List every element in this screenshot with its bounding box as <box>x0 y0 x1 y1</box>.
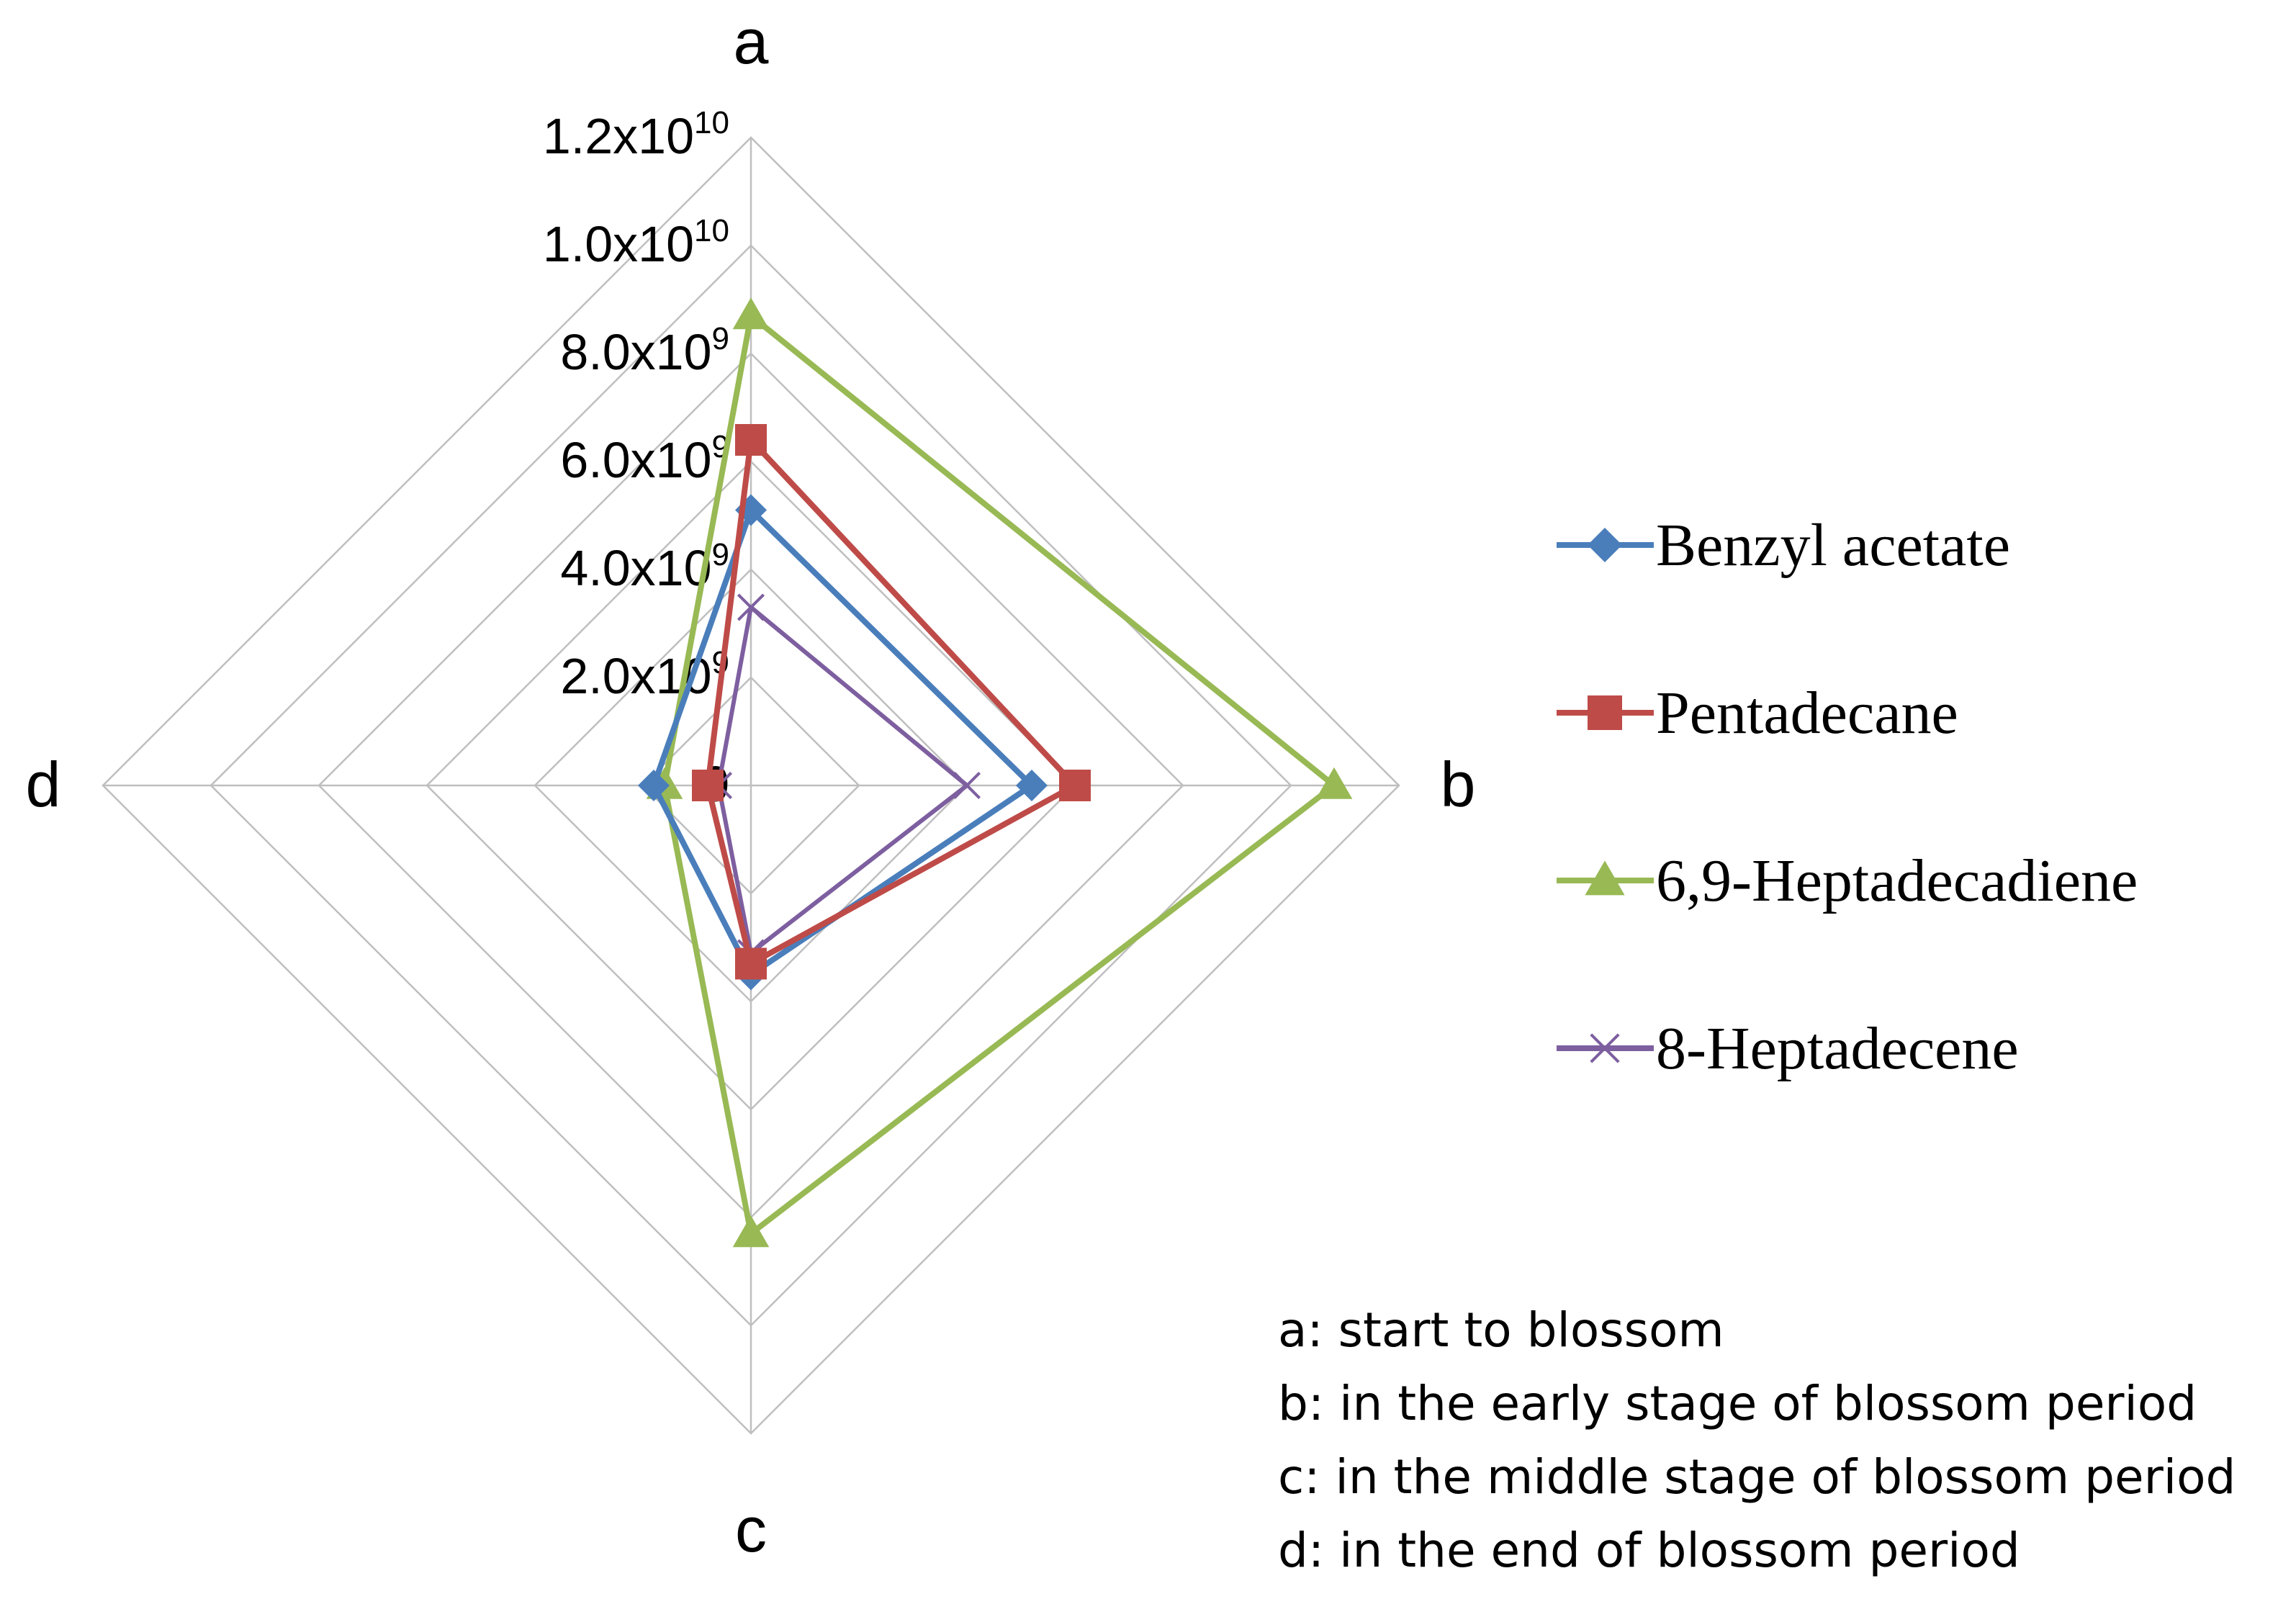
category-note: a: start to blossom <box>1278 1302 1724 1358</box>
legend-label: 6,9-Heptadecadiene <box>1656 847 2138 914</box>
category-note: b: in the early stage of blossom period <box>1278 1376 2197 1431</box>
data-point-b <box>1016 770 1048 801</box>
category-note: d: in the end of blossom period <box>1278 1523 2020 1578</box>
data-point-a <box>732 297 770 330</box>
tick-label: 6.0x109 <box>560 429 729 488</box>
category-notes: a: start to blossom b: in the early stage… <box>1278 1302 2236 1578</box>
category-label-c: c <box>735 1494 767 1565</box>
series-line <box>716 605 969 955</box>
tick-label: 8.0x109 <box>560 321 729 380</box>
legend-item: 8-Heptadecene <box>1557 1015 2019 1082</box>
legend-label: 8-Heptadecene <box>1656 1015 2019 1082</box>
data-point-d <box>692 770 724 801</box>
data-point-c <box>732 1215 770 1248</box>
tick-label: 4.0x109 <box>560 537 729 596</box>
category-label-b: b <box>1441 749 1476 820</box>
legend: Benzyl acetate Pentadecane 6,9-Heptadecadi… <box>1557 512 2138 1082</box>
data-point-d <box>638 770 670 801</box>
category-label-a: a <box>734 6 769 77</box>
data-point-b <box>1059 770 1091 801</box>
legend-marker <box>1585 860 1625 896</box>
series-plot-area <box>638 297 1353 1248</box>
legend-marker <box>1588 528 1622 562</box>
tick-label: 2.0x109 <box>560 645 729 704</box>
legend-item: Benzyl acetate <box>1557 512 2010 579</box>
data-point-a <box>737 593 765 621</box>
tick-label: 1.0x1010 <box>543 213 729 272</box>
data-point-b <box>1315 767 1353 799</box>
legend-label: Benzyl acetate <box>1656 512 2010 579</box>
category-labels: a b c d <box>26 6 1476 1565</box>
tick-label: 1.2x1010 <box>543 105 729 164</box>
radial-tick-labels: 02.0x1094.0x1096.0x1098.0x1091.0x10101.2… <box>543 105 729 812</box>
legend-label: Pentadecane <box>1656 680 1958 747</box>
data-point-c <box>735 947 767 980</box>
data-point-b <box>953 771 981 800</box>
series-pentadecane <box>692 424 1091 980</box>
category-note: c: in the middle stage of blossom period <box>1278 1449 2236 1505</box>
category-label-d: d <box>26 749 61 820</box>
legend-item: Pentadecane <box>1557 680 1958 747</box>
legend-marker <box>1590 1033 1620 1063</box>
legend-marker <box>1588 695 1622 730</box>
series-6-9-heptadecadiene <box>646 297 1353 1248</box>
legend-item: 6,9-Heptadecadiene <box>1557 847 2138 914</box>
data-point-a <box>735 424 767 456</box>
